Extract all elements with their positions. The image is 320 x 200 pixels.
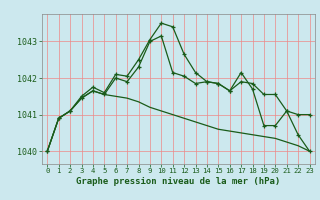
X-axis label: Graphe pression niveau de la mer (hPa): Graphe pression niveau de la mer (hPa) — [76, 177, 281, 186]
